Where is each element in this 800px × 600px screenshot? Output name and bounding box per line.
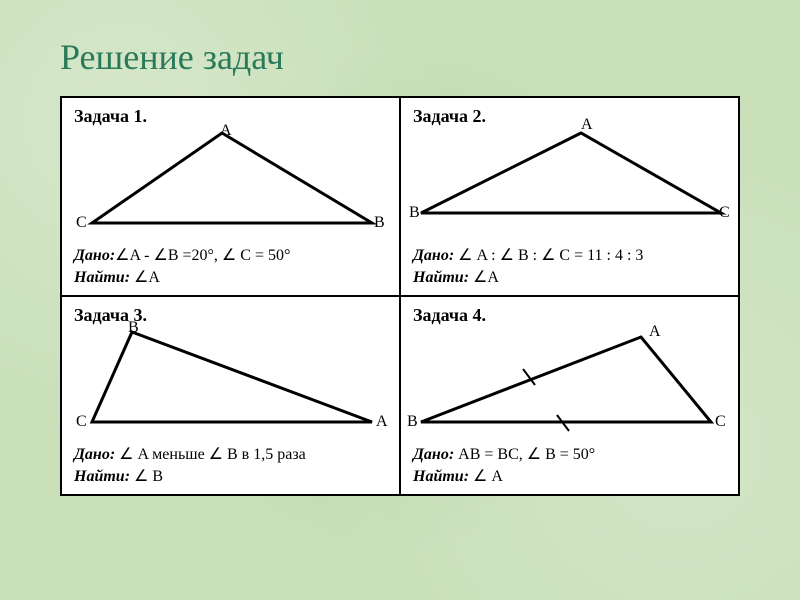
- page-title: Решение задач: [60, 36, 284, 78]
- vertex-C: C: [76, 214, 87, 232]
- task-1-cell: Задача 1. A B C Дано:∠A - ∠B =20°, ∠ C =…: [61, 97, 400, 296]
- task-2-label: Задача 2.: [413, 106, 728, 127]
- task-3-figure: [72, 327, 392, 432]
- vertex-B: B: [407, 413, 418, 431]
- vertex-A: A: [581, 116, 593, 134]
- vertex-C: C: [715, 413, 726, 431]
- task-4-given: Дано: AB = BC, ∠ B = 50°: [413, 444, 595, 464]
- task-2-cell: Задача 2. A B C Дано: ∠ A : ∠ B : ∠ C = …: [400, 97, 739, 296]
- task-1-find: Найти: ∠A: [74, 267, 160, 287]
- problems-grid: Задача 1. A B C Дано:∠A - ∠B =20°, ∠ C =…: [60, 96, 740, 496]
- task-4-cell: Задача 4. A B C Дано: AB = BC, ∠ B = 50°…: [400, 296, 739, 495]
- vertex-A: A: [649, 323, 661, 341]
- triangle-1: [92, 133, 372, 223]
- vertex-C: C: [719, 204, 730, 222]
- task-4-figure: [411, 327, 731, 437]
- vertex-B: B: [409, 204, 420, 222]
- triangle-4: [421, 337, 711, 422]
- vertex-C: C: [76, 413, 87, 431]
- task-3-find: Найти: ∠ B: [74, 466, 163, 486]
- task-2-figure: [411, 128, 731, 228]
- task-4-find: Найти: ∠ A: [413, 466, 503, 486]
- vertex-A: A: [220, 122, 232, 140]
- task-2-given: Дано: ∠ A : ∠ B : ∠ C = 11 : 4 : 3: [413, 245, 643, 265]
- task-4-label: Задача 4.: [413, 305, 728, 326]
- vertex-A: A: [376, 413, 388, 431]
- task-1-given: Дано:∠A - ∠B =20°, ∠ C = 50°: [74, 245, 290, 265]
- vertex-B: B: [374, 214, 385, 232]
- task-2-find: Найти: ∠A: [413, 267, 499, 287]
- task-3-cell: Задача 3. B C A Дано: ∠ A меньше ∠ B в 1…: [61, 296, 400, 495]
- triangle-3: [92, 332, 372, 422]
- task-1-figure: [72, 128, 392, 233]
- task-3-given: Дано: ∠ A меньше ∠ B в 1,5 раза: [74, 444, 306, 464]
- task-3-label: Задача 3.: [74, 305, 389, 326]
- vertex-B: B: [128, 319, 139, 337]
- triangle-2: [421, 133, 721, 213]
